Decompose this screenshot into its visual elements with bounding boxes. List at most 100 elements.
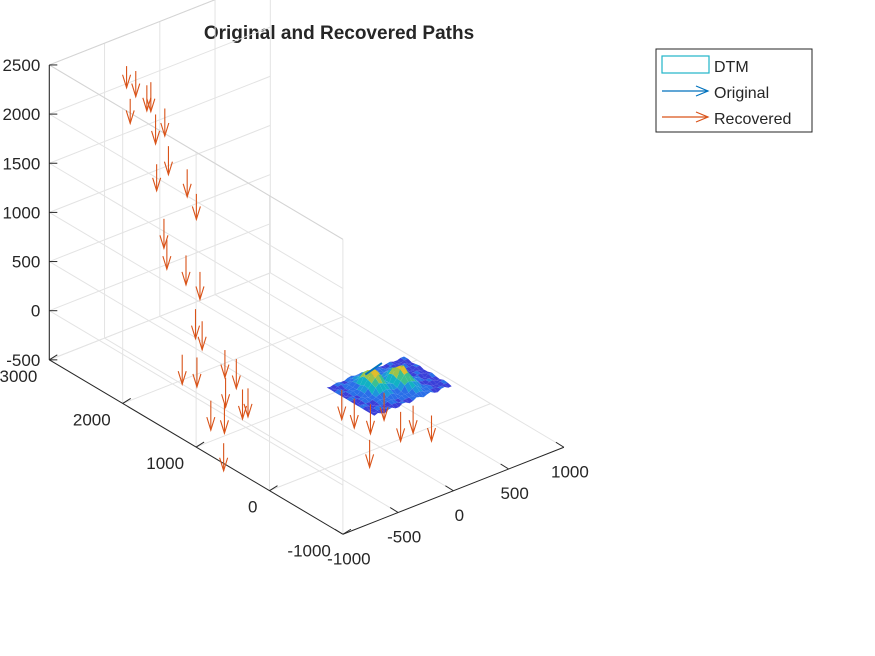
dtm-facet <box>383 397 392 402</box>
dtm-facet <box>373 410 382 414</box>
dtm-facet <box>334 389 343 395</box>
grid-line-y-floor <box>122 315 344 404</box>
dtm-facet <box>397 381 405 392</box>
recovered-arrow-head <box>197 336 207 352</box>
dtm-facet <box>436 381 445 387</box>
dtm-facet <box>341 389 350 392</box>
dtm-facet <box>415 385 424 392</box>
dtm-facet <box>404 372 412 382</box>
recovered-arrow <box>379 392 389 423</box>
z-tick-label: 1500 <box>2 154 40 173</box>
dtm-facet <box>382 363 391 369</box>
recovered-arrow <box>162 239 172 272</box>
dtm-facet <box>393 378 401 388</box>
dtm-facet <box>349 387 357 391</box>
dtm-facet <box>373 402 381 406</box>
recovered-arrow <box>160 108 170 138</box>
x-tick-mark <box>334 528 344 535</box>
x-tick-label: -500 <box>387 528 421 547</box>
dtm-facet <box>408 362 416 366</box>
dtm-facet <box>358 404 366 409</box>
grid-line-z-wall-left <box>49 211 344 388</box>
dtm-facet <box>345 385 353 390</box>
recovered-arrow <box>142 85 152 113</box>
dtm-facet <box>416 391 424 398</box>
dtm-facet <box>369 405 377 409</box>
dtm-facet <box>397 391 406 396</box>
dtm-facet <box>382 383 391 390</box>
recovered-arrow <box>219 443 229 473</box>
dtm-surface <box>326 356 452 416</box>
dtm-facet <box>371 377 380 388</box>
x-tick-mark <box>500 463 509 470</box>
dtm-facet <box>373 405 381 411</box>
recovered-arrow <box>163 146 173 177</box>
recovered-arrow-head <box>231 375 241 391</box>
recovered-arrow-head <box>408 420 418 436</box>
dtm-facet <box>384 368 393 377</box>
dtm-facet <box>414 379 423 385</box>
dtm-facet <box>378 374 387 384</box>
dtm-facet <box>386 389 395 395</box>
dtm-facet <box>388 404 396 409</box>
dtm-facet <box>370 408 378 413</box>
recovered-arrow <box>206 400 216 433</box>
z-tick-label: 2000 <box>2 105 40 124</box>
dtm-facet <box>401 394 410 399</box>
legend-recovered-arrowhead <box>695 111 710 123</box>
recovered-arrow <box>231 359 241 391</box>
x-tick-label: -1000 <box>327 549 370 568</box>
dtm-facet <box>422 384 430 387</box>
dtm-facet <box>349 390 358 397</box>
dtm-facet <box>345 389 354 394</box>
dtm-facet <box>394 393 402 399</box>
dtm-facet <box>386 383 394 390</box>
y-tick-label: 2000 <box>73 410 111 429</box>
dtm-facet <box>432 380 441 385</box>
recovered-arrow-head <box>191 206 201 222</box>
recovered-arrow-head <box>349 414 359 430</box>
recovered-arrow-head <box>219 457 229 473</box>
dtm-facet <box>405 397 414 404</box>
dtm-facet <box>381 408 389 414</box>
dtm-facet <box>377 405 385 409</box>
dtm-facet <box>389 374 397 384</box>
recovered-arrow <box>396 411 406 444</box>
dtm-facet <box>338 393 347 397</box>
legend-original-label: Original <box>714 85 769 102</box>
dtm-facet <box>330 384 338 390</box>
x-tick-mark <box>445 485 454 492</box>
dtm-facet <box>395 402 403 408</box>
dtm-facet <box>440 379 448 384</box>
y-tick-label: 3000 <box>0 367 37 386</box>
recovered-arrow <box>152 164 162 193</box>
dtm-facet <box>376 369 384 373</box>
dtm-facet <box>433 387 442 393</box>
dtm-facet <box>347 375 356 379</box>
dtm-facet <box>375 366 384 369</box>
dtm-facet <box>365 402 373 407</box>
x-tick-label: 0 <box>455 506 464 525</box>
dtm-facet <box>397 357 405 363</box>
y-tick-mark <box>269 485 278 492</box>
recovered-arrow-head <box>151 130 161 146</box>
dtm-facet <box>416 370 425 374</box>
dtm-facet <box>425 378 433 382</box>
dtm-facet <box>344 381 353 385</box>
dtm-facet <box>418 382 427 389</box>
dtm-facet <box>397 362 405 366</box>
dtm-facet <box>430 388 438 393</box>
grid-line-z-wall-right <box>49 174 271 263</box>
dtm-facet <box>408 381 416 389</box>
recovered-arrow-head <box>365 420 375 436</box>
legend-recovered-label: Recovered <box>714 111 791 128</box>
dtm-facet <box>371 369 379 378</box>
recovered-arrow-head <box>160 122 170 138</box>
dtm-facet <box>387 399 395 405</box>
dtm-facet <box>355 372 364 380</box>
dtm-facet <box>369 399 377 406</box>
dtm-facet <box>412 366 421 371</box>
legend-original-swatch <box>662 85 710 97</box>
recovered-arrow-head <box>122 74 132 90</box>
dtm-facet <box>420 373 429 378</box>
